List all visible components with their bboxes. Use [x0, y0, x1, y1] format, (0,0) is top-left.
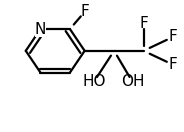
Text: OH: OH	[121, 74, 144, 89]
Text: HO: HO	[82, 74, 106, 89]
Text: F: F	[139, 16, 148, 31]
Text: F: F	[80, 4, 89, 19]
Text: F: F	[169, 29, 177, 44]
Text: F: F	[169, 57, 177, 72]
Text: N: N	[35, 22, 46, 37]
